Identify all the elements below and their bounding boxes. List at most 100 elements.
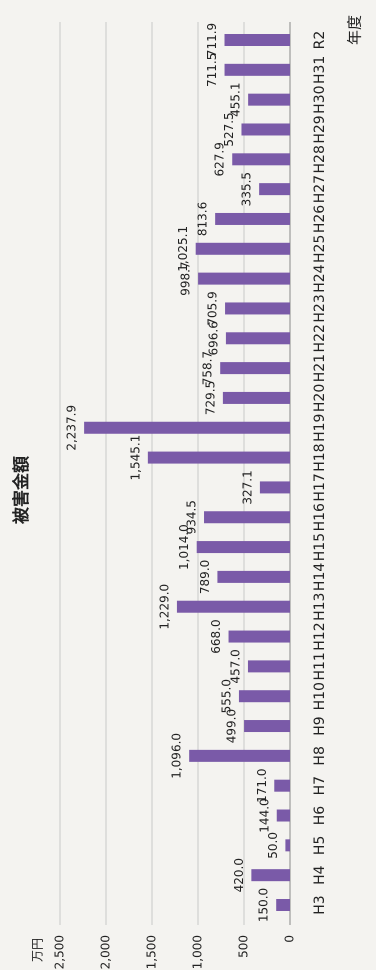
x-tick-label: H8 (312, 746, 328, 765)
bar (222, 391, 290, 404)
bar (251, 869, 290, 882)
bar (189, 749, 290, 762)
bar (248, 93, 290, 106)
x-tick-label: H20 (312, 384, 328, 412)
value-label: 455.1 (229, 82, 243, 116)
y-axis-label: 万円 (31, 938, 45, 962)
x-tick-label: H10 (312, 682, 328, 710)
x-tick-label: H23 (312, 294, 328, 322)
bar (225, 332, 290, 345)
bar (198, 272, 290, 285)
bar (232, 153, 290, 166)
bar (220, 362, 290, 375)
bar (241, 123, 290, 136)
x-tick-label: H15 (312, 533, 328, 561)
value-label: 171.0 (255, 769, 269, 803)
bar (247, 660, 290, 673)
value-label: 1,096.0 (170, 733, 184, 779)
value-label: 555.0 (219, 679, 233, 713)
y-tick-label: 500 (237, 935, 251, 958)
bar (224, 63, 290, 76)
value-label: 758.7 (201, 351, 215, 385)
y-tick-label: 2,500 (53, 935, 67, 969)
x-tick-label: H9 (312, 716, 328, 735)
bar (215, 212, 290, 225)
value-label: 668.0 (209, 619, 223, 653)
x-tick-label: H7 (312, 776, 328, 795)
value-label: 150.0 (257, 888, 271, 922)
value-label: 2,237.9 (65, 405, 79, 451)
value-label: 1,545.1 (128, 435, 142, 481)
value-label: 711.9 (205, 23, 219, 57)
value-label: 1,229.0 (157, 584, 171, 630)
value-label: 527.5 (222, 112, 236, 146)
bar (274, 779, 290, 792)
bar (259, 481, 290, 494)
x-tick-label: H13 (312, 593, 328, 621)
bar (147, 451, 290, 464)
bar (176, 600, 290, 613)
chart-title: 被害金額 (11, 456, 32, 524)
bar (238, 690, 290, 703)
y-tick-label: 1,500 (145, 935, 159, 969)
x-tick-label: H27 (312, 175, 328, 203)
x-tick-label: H14 (312, 563, 328, 591)
x-tick-label: R2 (312, 31, 328, 50)
x-tick-label: H29 (312, 115, 328, 143)
bar (259, 183, 290, 196)
value-label: 144.0 (257, 798, 271, 832)
bar (244, 720, 290, 733)
x-tick-label: H21 (312, 354, 328, 382)
value-label: 705.9 (206, 291, 220, 325)
bar (285, 839, 290, 852)
x-tick-label: H17 (312, 473, 328, 501)
bar (225, 302, 290, 315)
x-tick-label: H18 (312, 443, 328, 471)
value-label: 711.5 (205, 53, 219, 87)
bar (196, 541, 290, 554)
value-label: 696.6 (206, 321, 220, 355)
value-label: 1,014.0 (177, 524, 191, 570)
value-label: 627.9 (213, 142, 227, 176)
value-label: 335.5 (240, 172, 254, 206)
y-tick-label: 1,000 (191, 935, 205, 969)
x-tick-label: H6 (312, 806, 328, 826)
x-tick-label: H22 (312, 324, 328, 352)
x-tick-label: H4 (312, 865, 328, 885)
x-tick-label: H5 (312, 836, 328, 855)
bar (224, 34, 290, 46)
x-tick-label: H26 (312, 205, 328, 233)
x-tick-label: H31 (312, 56, 328, 84)
bar (84, 421, 291, 434)
x-tick-label: H30 (312, 85, 328, 113)
value-label: 789.0 (198, 560, 212, 594)
x-tick-label: H3 (312, 895, 328, 914)
bar (204, 511, 290, 524)
value-label: 327.1 (240, 470, 254, 504)
bar (195, 242, 290, 255)
value-label: 420.0 (232, 858, 246, 892)
x-tick-label: H16 (312, 503, 328, 531)
x-tick-label: H28 (312, 145, 328, 173)
x-tick-label: H24 (312, 264, 328, 292)
x-axis-label: 年度 (346, 15, 364, 45)
bar (276, 899, 290, 911)
value-label: 729.5 (203, 381, 217, 415)
value-label: 1,025.1 (176, 226, 190, 272)
value-label: 998.7 (179, 261, 193, 295)
bar (228, 630, 290, 643)
value-label: 457.0 (228, 649, 242, 683)
value-label: 813.6 (196, 202, 210, 236)
bar (276, 809, 290, 822)
y-tick-label: 2,000 (99, 935, 113, 969)
value-label: 499.0 (225, 709, 239, 743)
y-tick-label: 0 (283, 935, 297, 943)
x-tick-label: H11 (312, 652, 328, 680)
x-tick-label: H19 (312, 414, 328, 442)
x-tick-label: H12 (312, 622, 328, 650)
value-label: 50.0 (266, 832, 280, 859)
value-label: 934.5 (185, 500, 199, 534)
x-tick-label: H25 (312, 235, 328, 263)
bar (217, 570, 290, 583)
